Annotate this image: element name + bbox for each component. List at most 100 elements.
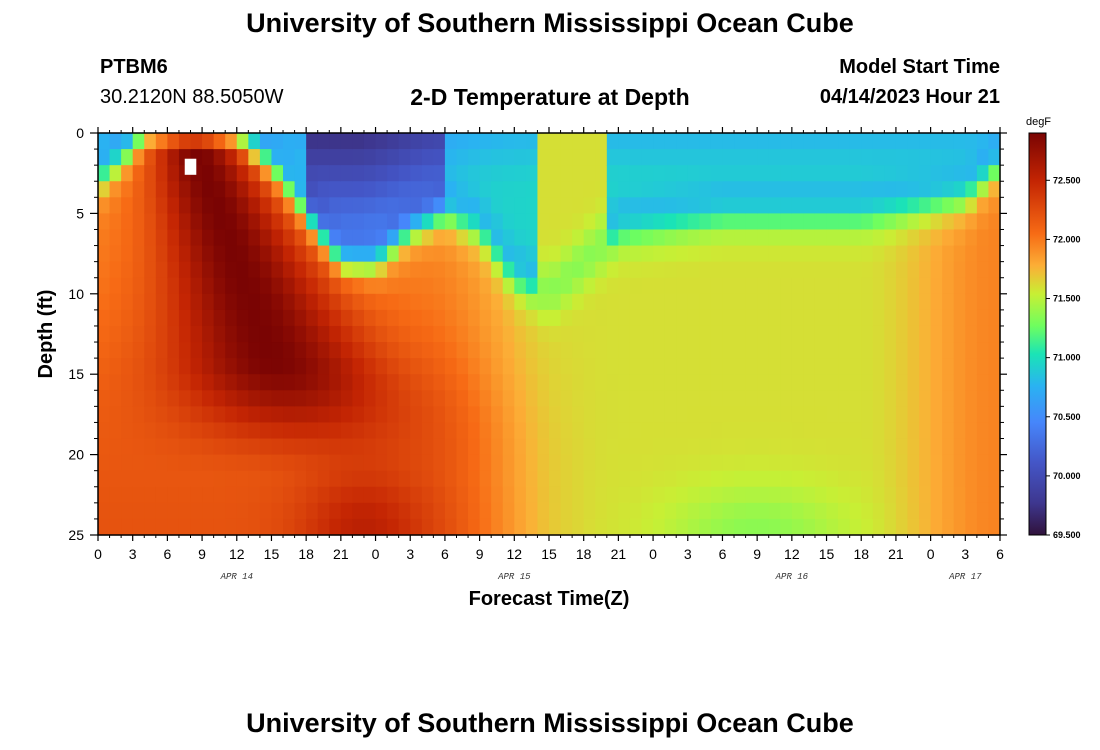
heatmap-cell [618, 245, 631, 263]
heatmap-cell [919, 245, 932, 263]
heatmap-cell [699, 518, 712, 536]
heatmap-cell [572, 470, 585, 488]
heatmap-cell [306, 470, 319, 488]
heatmap-cell [826, 342, 839, 359]
heatmap-cell [595, 438, 608, 456]
heatmap-cell [861, 245, 874, 263]
heatmap-cell [468, 309, 481, 327]
heatmap-cell [722, 277, 735, 295]
heatmap-cell [919, 229, 932, 247]
heatmap-cell [942, 374, 955, 391]
heatmap-cell [549, 374, 562, 391]
heatmap-cell [884, 277, 897, 295]
heatmap-cell [942, 422, 955, 440]
heatmap-cell [664, 309, 677, 327]
heatmap-cell [930, 486, 943, 504]
heatmap-cell [468, 325, 481, 343]
heatmap-cell [583, 229, 596, 247]
heatmap-cell [572, 165, 585, 182]
x-tick-label: 0 [649, 546, 657, 562]
heatmap-cell [549, 229, 562, 247]
heatmap-cell [907, 422, 920, 440]
heatmap-cell [202, 309, 215, 327]
heatmap-cell [202, 133, 215, 150]
heatmap-cell [780, 502, 793, 520]
heatmap-cell [121, 229, 134, 247]
heatmap-cell [618, 213, 631, 231]
heatmap-cell [340, 486, 354, 504]
heatmap-cell [861, 325, 874, 343]
heatmap-cell [398, 165, 411, 182]
heatmap-cell [525, 342, 539, 359]
heatmap-cell [976, 438, 990, 456]
heatmap-cell [965, 197, 978, 214]
heatmap-cell [340, 454, 354, 472]
heatmap-cell [907, 165, 920, 182]
heatmap-cell [363, 342, 377, 359]
heatmap-cell [155, 470, 168, 488]
heatmap-cell [491, 358, 504, 375]
heatmap-cell [653, 165, 666, 182]
heatmap-cell [433, 293, 446, 311]
heatmap-cell [121, 133, 134, 150]
x-tick-label: 3 [406, 546, 414, 562]
heatmap-cell [549, 358, 562, 375]
heatmap-cell [213, 486, 226, 504]
heatmap-cell [583, 374, 596, 391]
heatmap-cell [814, 181, 828, 198]
heatmap-cell [895, 197, 909, 214]
heatmap-cell [271, 293, 284, 311]
heatmap-cell [491, 133, 504, 150]
heatmap-cell [190, 422, 203, 440]
heatmap-cell [572, 422, 585, 440]
heatmap-cell [236, 229, 249, 247]
heatmap-cell [178, 261, 192, 279]
heatmap-cell [537, 309, 550, 327]
heatmap-cell [294, 229, 307, 247]
heatmap-cell [121, 438, 134, 456]
heatmap-cell [849, 406, 862, 424]
heatmap-cell [271, 149, 284, 166]
heatmap-cell [572, 133, 585, 150]
heatmap-cell [560, 277, 573, 295]
heatmap-cell [433, 342, 446, 359]
heatmap-cell [132, 213, 145, 231]
heatmap-cell [398, 358, 411, 375]
heatmap-cell [976, 229, 990, 247]
heatmap-cell [213, 454, 226, 472]
heatmap-cell [791, 502, 805, 520]
heatmap-cell [352, 358, 365, 375]
heatmap-cell [213, 518, 226, 536]
heatmap-cell [352, 502, 365, 520]
heatmap-cell [988, 342, 1001, 359]
heatmap-cell [919, 470, 932, 488]
heatmap-cell [930, 438, 943, 456]
heatmap-cell [710, 422, 724, 440]
heatmap-cell [687, 422, 700, 440]
heatmap-cell [479, 197, 492, 214]
heatmap-cell [953, 245, 966, 263]
heatmap-cell [595, 277, 608, 295]
heatmap-cell [699, 213, 712, 231]
heatmap-cell [814, 470, 828, 488]
heatmap-cell [294, 197, 307, 214]
heatmap-cell [583, 165, 596, 182]
heatmap-cell [178, 181, 192, 198]
heatmap-cell [537, 165, 550, 182]
heatmap-cell [121, 342, 134, 359]
heatmap-cell [942, 197, 955, 214]
heatmap-cell [352, 325, 365, 343]
heatmap-cell [895, 293, 909, 311]
heatmap-cell [387, 406, 400, 424]
heatmap-cell [722, 309, 735, 327]
heatmap-cell [826, 374, 839, 391]
heatmap-cell [595, 358, 608, 375]
heatmap-cell [953, 422, 966, 440]
heatmap-cell [329, 133, 342, 150]
heatmap-cell [167, 390, 180, 407]
heatmap-cell [583, 149, 596, 166]
heatmap-cell [849, 422, 862, 440]
heatmap-cell [317, 358, 330, 375]
heatmap-cell [653, 213, 666, 231]
heatmap-cell [757, 325, 770, 343]
